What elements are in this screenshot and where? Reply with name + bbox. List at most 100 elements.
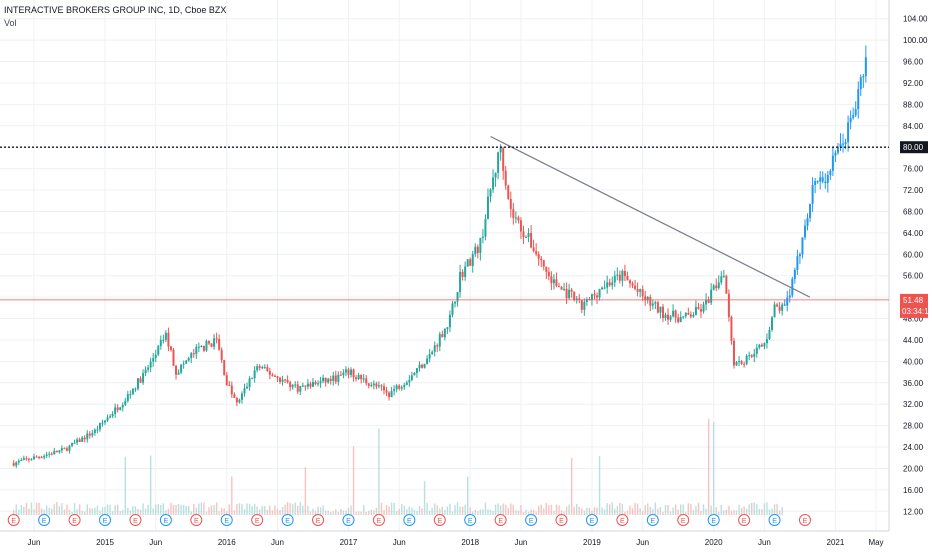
candle-body — [682, 316, 685, 318]
earnings-marker[interactable] — [129, 514, 142, 526]
earnings-marker[interactable] — [768, 514, 781, 526]
candle-body — [814, 181, 817, 185]
earnings-marker[interactable] — [342, 514, 355, 526]
earnings-marker[interactable] — [281, 514, 294, 526]
candle-body — [809, 203, 812, 219]
earnings-marker[interactable] — [525, 514, 538, 526]
candle-body — [78, 439, 81, 442]
candle-body — [816, 181, 819, 183]
earnings-marker[interactable] — [190, 514, 203, 526]
volume-bar — [324, 510, 327, 515]
earnings-marker[interactable] — [68, 514, 81, 526]
candle-body — [646, 296, 649, 301]
earnings-marker[interactable] — [738, 514, 751, 526]
volume-bar — [603, 509, 606, 515]
volume-bar — [243, 509, 246, 515]
candle-body — [73, 442, 76, 444]
candle-body — [362, 378, 365, 380]
volume-bar — [753, 502, 755, 515]
candle-body — [210, 343, 213, 347]
earnings-marker[interactable] — [312, 514, 325, 526]
candle-body — [421, 364, 424, 368]
volume-bar — [674, 504, 677, 515]
volume-bar — [768, 509, 771, 515]
volume-bar — [266, 509, 269, 515]
volume-bar — [576, 503, 578, 515]
volume-bar — [593, 507, 596, 515]
earnings-marker-label: E — [650, 518, 655, 525]
earnings-marker[interactable] — [99, 514, 112, 526]
candle-body — [806, 218, 809, 226]
volume-bar — [454, 505, 456, 515]
earnings-marker[interactable] — [403, 514, 416, 526]
volume-bar — [182, 504, 185, 515]
candle-body — [25, 458, 28, 460]
candle-body — [167, 332, 170, 347]
earnings-marker[interactable] — [464, 514, 477, 526]
volume-bar — [421, 508, 423, 515]
candle-body — [131, 388, 134, 395]
earnings-marker-label: E — [316, 518, 321, 525]
volume-bar — [276, 509, 279, 515]
candle-body — [748, 355, 751, 357]
candle-body — [291, 385, 294, 388]
trendline[interactable] — [490, 135, 811, 298]
candle-body — [337, 374, 340, 382]
volume-bar — [84, 511, 86, 515]
earnings-marker[interactable] — [159, 514, 172, 526]
y-tick-label: 92.00 — [903, 79, 924, 88]
earnings-marker[interactable] — [38, 514, 51, 526]
candle-body — [484, 218, 487, 237]
earnings-marker[interactable] — [646, 514, 659, 526]
earnings-marker[interactable] — [220, 514, 233, 526]
y-tick-label: 16.00 — [903, 486, 924, 495]
volume-bar — [362, 505, 365, 515]
volume-bar — [162, 503, 165, 515]
candle-body — [304, 385, 307, 387]
candle-body — [535, 251, 538, 255]
candle-body — [20, 460, 23, 462]
candle-body — [664, 314, 667, 319]
earnings-marker[interactable] — [707, 514, 720, 526]
volume-bar — [375, 507, 378, 515]
candle-body — [481, 236, 484, 238]
volume-bar — [705, 508, 707, 515]
candle-body — [603, 287, 606, 289]
volume-bar — [190, 511, 192, 515]
earnings-marker[interactable] — [494, 514, 507, 526]
earnings-marker[interactable] — [372, 514, 385, 526]
earnings-marker[interactable] — [7, 514, 20, 526]
candle-body — [583, 301, 586, 310]
volume-bar — [43, 509, 45, 515]
candle-body — [454, 301, 456, 304]
volume-bar — [685, 511, 687, 515]
candle-body — [258, 366, 261, 368]
volume-bar — [720, 505, 722, 515]
volume-bar — [312, 508, 314, 515]
volume-bar — [677, 509, 679, 515]
candle-body — [639, 289, 642, 292]
candle-body — [233, 394, 236, 398]
candle-body — [628, 280, 631, 284]
earnings-marker[interactable] — [433, 514, 446, 526]
earnings-marker[interactable] — [677, 514, 690, 526]
earnings-marker[interactable] — [251, 514, 264, 526]
candle-body — [849, 117, 852, 123]
earnings-marker-label: E — [529, 518, 534, 525]
earnings-marker[interactable] — [555, 514, 568, 526]
earnings-marker[interactable] — [616, 514, 629, 526]
earnings-marker[interactable] — [585, 514, 598, 526]
candle-body — [357, 374, 360, 380]
volume-bar — [284, 504, 286, 515]
earnings-marker[interactable] — [798, 514, 811, 526]
volume-bar — [304, 467, 307, 515]
volume-bar — [365, 511, 367, 515]
candle-body — [136, 378, 139, 389]
candle-body — [596, 295, 599, 298]
volume-bar — [286, 502, 289, 515]
y-tick-label: 12.00 — [903, 507, 924, 516]
candle-body — [197, 346, 200, 348]
volume-bar — [142, 503, 144, 515]
